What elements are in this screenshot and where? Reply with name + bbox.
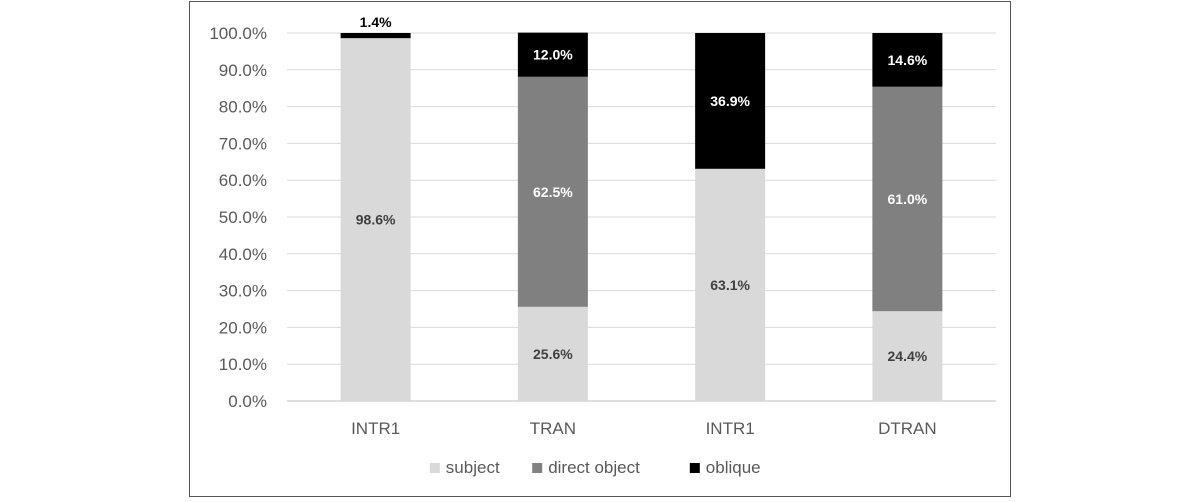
legend-label: direct object	[548, 458, 640, 477]
bar-segment-oblique	[872, 33, 943, 87]
y-tick-label: 30.0%	[219, 282, 267, 301]
y-tick-label: 90.0%	[219, 61, 267, 80]
bar-segment-subject	[517, 306, 588, 401]
data-label: 98.6%	[356, 212, 396, 228]
chart-frame: 0.0% 10.0% 20.0% 30.0% 40.0% 50.0% 60.0% 70.0% 8…	[189, 1, 1011, 497]
y-tick-label: 70.0%	[219, 134, 267, 153]
data-label: 62.5%	[533, 184, 573, 200]
bars	[340, 32, 943, 401]
data-label: 14.6%	[888, 52, 928, 68]
data-label: 1.4%	[360, 14, 392, 30]
bar-segment-subject	[872, 311, 943, 401]
data-label: 24.4%	[888, 348, 928, 364]
data-label: 36.9%	[710, 93, 750, 109]
y-tick-label: 50.0%	[219, 208, 267, 227]
bar-segment-subject	[695, 168, 766, 401]
bar-segment-subject	[340, 38, 411, 401]
data-label: 12.0%	[533, 47, 573, 63]
legend-swatch-direct-object	[532, 463, 543, 473]
data-label: 61.0%	[888, 191, 928, 207]
legend-label: oblique	[706, 458, 761, 477]
data-label: 63.1%	[710, 277, 750, 293]
data-labels: 98.6% 1.4% 25.6% 62.5% 12.0% 63.1% 36.9% 24.4% 6…	[356, 14, 928, 364]
y-tick-label: 60.0%	[219, 171, 267, 190]
x-axis-category-labels: INTR1 TRAN INTR1 DTRAN	[351, 419, 937, 438]
y-tick-label: 20.0%	[219, 318, 267, 337]
bar-segment-oblique	[695, 33, 766, 169]
x-category-label: DTRAN	[878, 419, 937, 438]
data-label: 25.6%	[533, 346, 573, 362]
bar-segment-oblique	[517, 32, 588, 77]
y-tick-label: 10.0%	[219, 355, 267, 374]
legend: subject direct object oblique	[429, 458, 761, 477]
y-tick-label: 0.0%	[228, 392, 267, 411]
bar-segment-direct-object	[872, 86, 943, 312]
y-axis-tick-labels: 0.0% 10.0% 20.0% 30.0% 40.0% 50.0% 60.0% 70.0% 8…	[209, 24, 267, 411]
y-tick-label: 40.0%	[219, 245, 267, 264]
x-category-label: INTR1	[706, 419, 755, 438]
y-tick-label: 80.0%	[219, 98, 267, 117]
stacked-bar-chart: 0.0% 10.0% 20.0% 30.0% 40.0% 50.0% 60.0% 70.0% 8…	[209, 14, 996, 477]
x-category-label: TRAN	[530, 419, 576, 438]
bar-segment-oblique	[340, 33, 411, 39]
legend-label: subject	[446, 458, 500, 477]
legend-swatch-oblique	[689, 463, 700, 473]
legend-swatch-subject	[429, 463, 440, 473]
bar-segment-direct-object	[517, 76, 588, 307]
y-tick-label: 100.0%	[209, 24, 267, 43]
x-category-label: INTR1	[351, 419, 400, 438]
